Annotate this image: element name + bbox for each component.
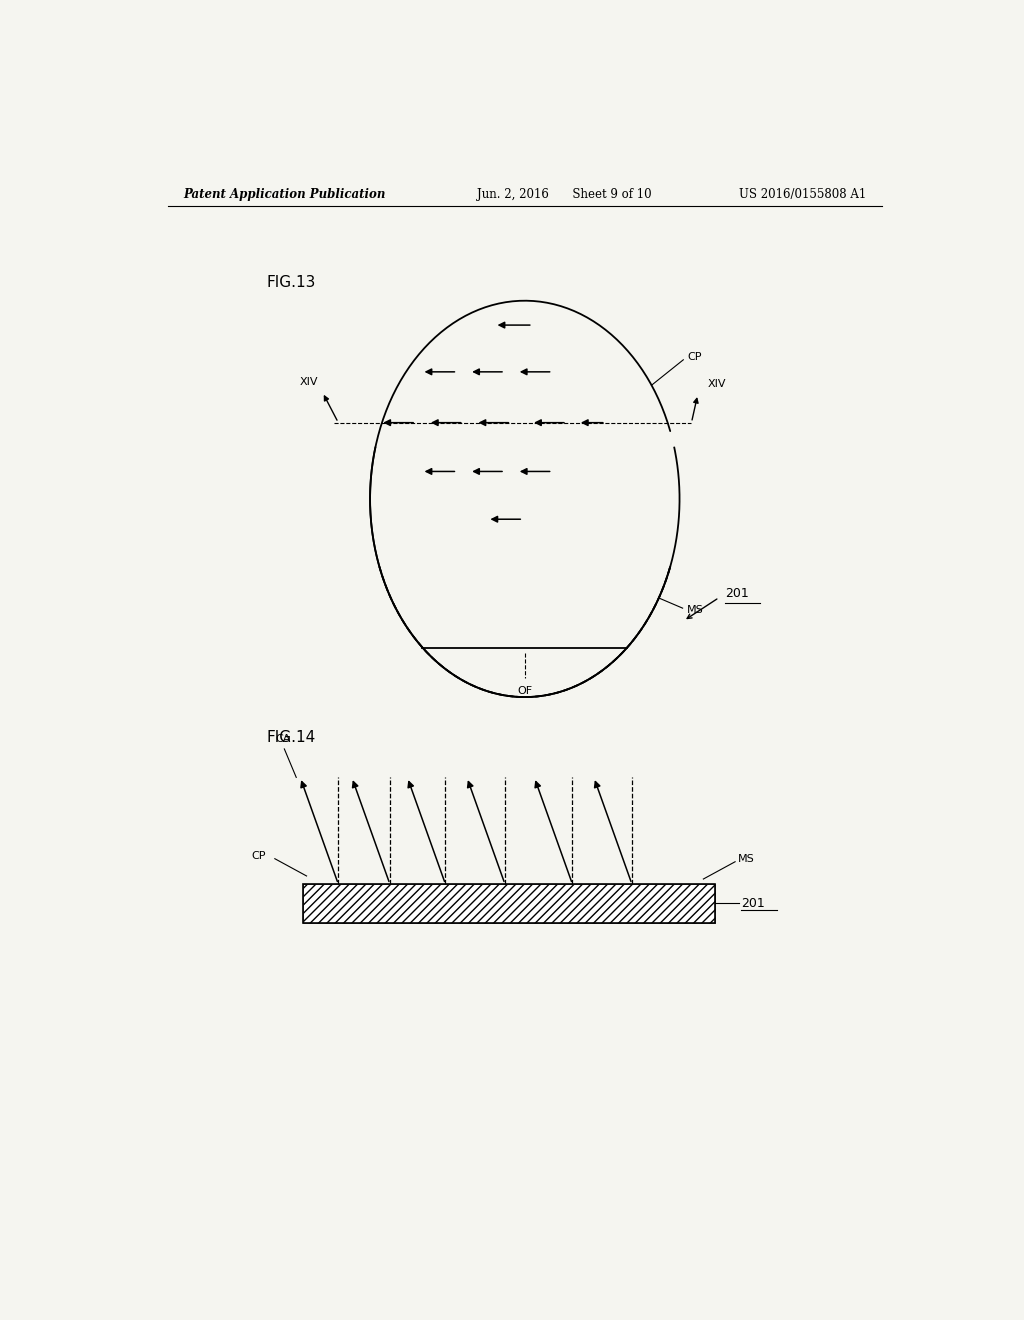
Text: OF: OF (517, 686, 532, 696)
Text: MS: MS (687, 605, 703, 615)
Text: CP: CP (687, 351, 701, 362)
Text: MS: MS (738, 854, 755, 863)
Text: XIV: XIV (708, 379, 726, 389)
Text: FIG.13: FIG.13 (267, 275, 316, 290)
Text: CP: CP (251, 850, 265, 861)
Text: US 2016/0155808 A1: US 2016/0155808 A1 (738, 189, 866, 202)
Text: XIV: XIV (300, 378, 318, 387)
Text: Jun. 2, 2016  Sheet 9 of 10: Jun. 2, 2016 Sheet 9 of 10 (477, 189, 652, 202)
Text: 201: 201 (741, 896, 765, 909)
Text: CA: CA (275, 734, 291, 744)
Text: Patent Application Publication: Patent Application Publication (183, 189, 386, 202)
Bar (303, 884, 715, 923)
Bar (303, 884, 715, 923)
Text: FIG.14: FIG.14 (267, 730, 316, 746)
Text: 201: 201 (725, 587, 749, 599)
